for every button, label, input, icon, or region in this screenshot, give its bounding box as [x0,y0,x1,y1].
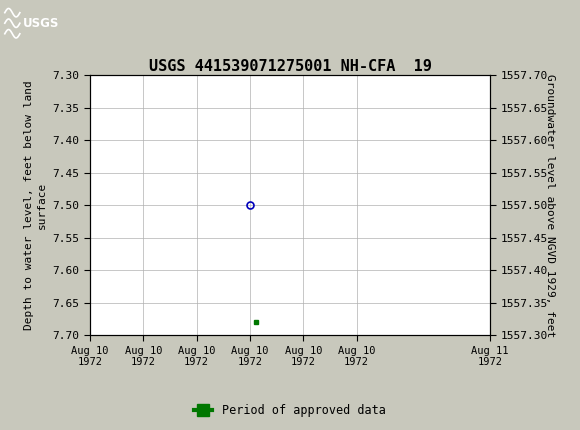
Text: USGS 441539071275001 NH-CFA  19: USGS 441539071275001 NH-CFA 19 [148,59,432,74]
Y-axis label: Groundwater level above NGVD 1929, feet: Groundwater level above NGVD 1929, feet [545,74,554,337]
Text: USGS: USGS [23,17,59,30]
Legend: Period of approved data: Period of approved data [190,399,390,422]
Y-axis label: Depth to water level, feet below land
surface: Depth to water level, feet below land su… [24,80,47,330]
